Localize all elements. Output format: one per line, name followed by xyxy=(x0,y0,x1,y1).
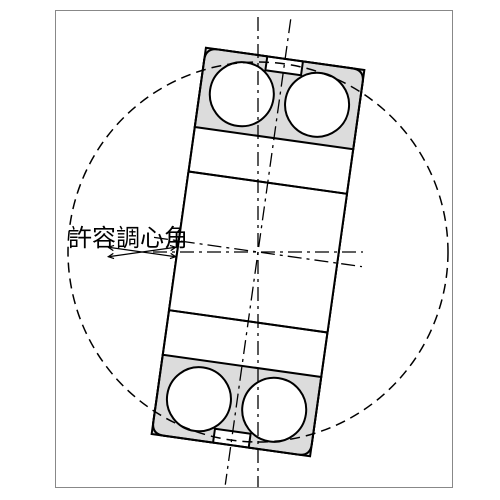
tolerance-angle-label: 許容調心角 xyxy=(68,218,188,253)
